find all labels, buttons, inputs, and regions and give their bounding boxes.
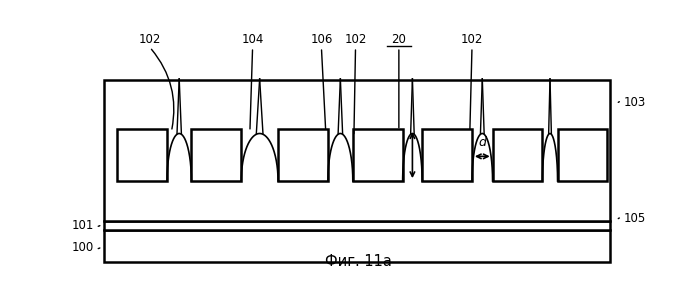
Text: 106: 106 (310, 33, 333, 46)
Bar (117, 129, 167, 181)
Text: 101: 101 (72, 219, 94, 232)
Bar (493, 129, 542, 181)
Bar (422, 129, 472, 181)
Text: d: d (478, 136, 487, 149)
Text: 102: 102 (138, 33, 161, 46)
Text: 20: 20 (391, 33, 406, 46)
Text: 100: 100 (72, 242, 94, 254)
Text: Фиг. 11а: Фиг. 11а (325, 254, 391, 269)
Bar (103, 221, 610, 230)
Bar (192, 129, 241, 181)
Bar (103, 230, 610, 262)
Text: 104: 104 (241, 33, 264, 46)
Text: 103: 103 (624, 96, 646, 109)
Bar (353, 129, 403, 181)
Text: 105: 105 (624, 212, 646, 225)
Text: 102: 102 (345, 33, 367, 46)
Bar (278, 129, 328, 181)
Bar (558, 129, 607, 181)
Text: 102: 102 (461, 33, 483, 46)
Bar (103, 80, 610, 221)
